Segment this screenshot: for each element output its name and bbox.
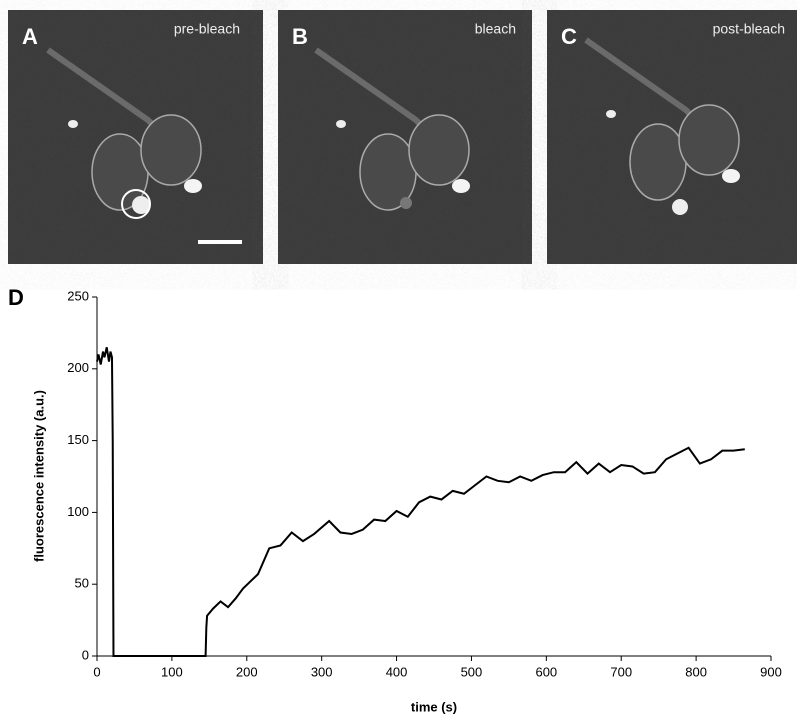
x-tick-label: 0 [93,664,100,679]
x-tick-label: 400 [386,664,408,679]
panel-label: D [8,285,24,310]
y-tick-label: 200 [67,360,89,375]
panel-c: C post-bleach [547,10,797,264]
y-tick-label: 50 [75,576,89,591]
x-tick-label: 300 [311,664,333,679]
panel-a: A pre-bleach [8,10,263,264]
x-tick-label: 700 [610,664,632,679]
panel-b: B bleach [278,10,532,264]
y-axis-label: fluorescence intensity (a.u.) [31,390,46,562]
x-tick-label: 900 [760,664,782,679]
y-tick-label: 100 [67,504,89,519]
panel-caption: pre-bleach [174,21,240,37]
y-tick-label: 150 [67,432,89,447]
panel-caption: bleach [475,21,516,37]
x-tick-label: 100 [161,664,183,679]
x-axis-label: time (s) [411,699,457,714]
x-tick-label: 500 [461,664,483,679]
y-tick-label: 250 [67,288,89,303]
panel-label: B [292,24,308,49]
x-tick-label: 600 [535,664,557,679]
panel-label: C [561,24,577,49]
y-tick-label: 0 [82,647,89,662]
panel-caption: post-bleach [713,21,785,37]
panel-label: A [22,24,38,49]
x-tick-label: 200 [236,664,258,679]
data-line [96,347,745,657]
chart: D time (s) fluorescence intensity (a.u.) [8,285,457,715]
x-tick-label: 800 [685,664,707,679]
